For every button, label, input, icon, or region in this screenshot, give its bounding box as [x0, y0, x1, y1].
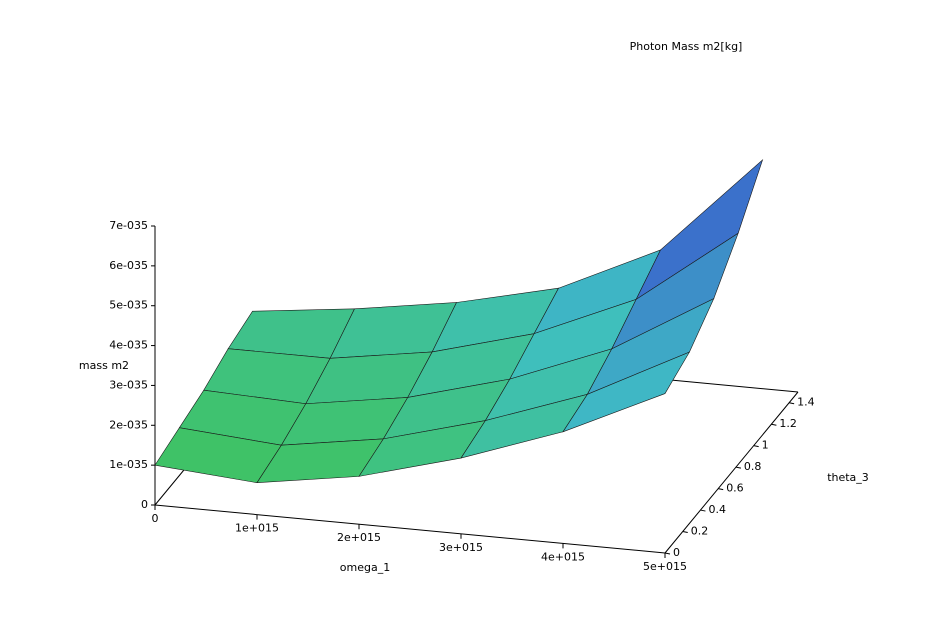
x-tick-label: 0	[152, 512, 159, 525]
chart-title: Photon Mass m2[kg]	[630, 40, 743, 53]
z-tick-label: 0	[141, 498, 148, 511]
y-tick-label: 0.6	[726, 482, 744, 495]
y-tick-label: 0.2	[691, 525, 709, 538]
y-tick	[664, 552, 671, 555]
x-tick-label: 2e+015	[337, 531, 381, 544]
y-tick	[753, 445, 759, 448]
z-tick-label: 3e-035	[109, 378, 148, 391]
surface-cell	[562, 351, 691, 433]
z-tick-label: 2e-035	[109, 418, 148, 431]
z-tick-label: 7e-035	[109, 219, 148, 232]
y-axis-line	[664, 391, 799, 554]
y-tick-label: 1.4	[797, 396, 815, 409]
x-axis-label: omega_1	[340, 561, 390, 574]
x-axis-line	[154, 504, 666, 554]
z-tick-label: 6e-035	[109, 259, 148, 272]
y-tick	[718, 488, 724, 491]
y-tick-label: 0.8	[744, 460, 762, 473]
y-tick	[700, 509, 706, 512]
z-tick-label: 1e-035	[109, 458, 148, 471]
y-axis-label: theta_3	[827, 471, 869, 484]
x-tick-label: 5e+015	[643, 560, 687, 573]
y-tick-label: 1	[762, 439, 769, 452]
x-tick-label: 4e+015	[541, 550, 585, 563]
z-tick-label: 5e-035	[109, 299, 148, 312]
x-tick-label: 3e+015	[439, 541, 483, 554]
y-tick	[789, 402, 795, 405]
z-axis-label: mass m2	[79, 359, 129, 372]
x-tick-label: 1e+015	[235, 522, 279, 535]
y-tick-label: 1.2	[779, 417, 797, 430]
y-tick-label: 0	[673, 546, 680, 559]
y-tick	[771, 423, 777, 426]
y-tick-label: 0.4	[708, 503, 726, 516]
y-tick	[735, 466, 742, 469]
y-tick	[682, 531, 688, 534]
z-tick-label: 4e-035	[109, 339, 148, 352]
